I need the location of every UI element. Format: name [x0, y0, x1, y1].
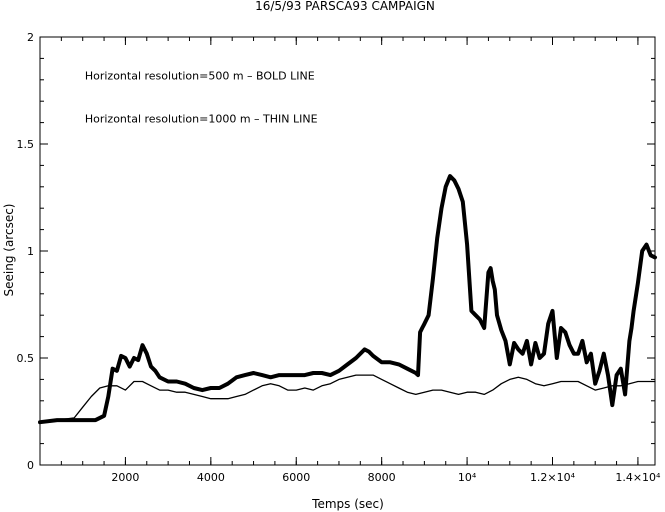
- x-tick-label: 4000: [197, 471, 225, 484]
- x-tick-label: 1.4×10⁴: [615, 471, 661, 484]
- plot-frame: [39, 36, 656, 466]
- chart-title: 16/5/93 PARSCA93 CAMPAIGN: [255, 0, 435, 13]
- y-tick-label: 2: [27, 31, 34, 44]
- series-line-thin: [39, 374, 656, 423]
- tick-labels: 2000 4000 6000 8000 10⁴ 1.2×10⁴ 1.4×10⁴ 0 0.5 1 1.…: [17, 31, 662, 484]
- x-axis-label: Temps (sec): [311, 497, 384, 511]
- x-tick-label: 6000: [282, 471, 310, 484]
- series-lines: [38, 174, 657, 425]
- legend-annotation: Horizontal resolution=1000 m – THIN LINE: [85, 112, 318, 125]
- series-line-bold: [38, 174, 657, 425]
- x-tick-label: 8000: [368, 471, 396, 484]
- y-tick-label: 1: [27, 245, 34, 258]
- annotations: Horizontal resolution=500 m – BOLD LINE H…: [85, 70, 318, 126]
- legend-annotation: Horizontal resolution=500 m – BOLD LINE: [85, 70, 315, 83]
- y-tick-label: 0: [27, 459, 34, 472]
- y-axis-label: Seeing (arcsec): [2, 204, 16, 297]
- x-tick-label: 10⁴: [458, 471, 477, 484]
- x-tick-label: 1.2×10⁴: [530, 471, 576, 484]
- y-tick-label: 1.5: [17, 138, 35, 151]
- axes: [39, 36, 656, 466]
- y-tick-label: 0.5: [17, 352, 35, 365]
- x-tick-label: 2000: [111, 471, 139, 484]
